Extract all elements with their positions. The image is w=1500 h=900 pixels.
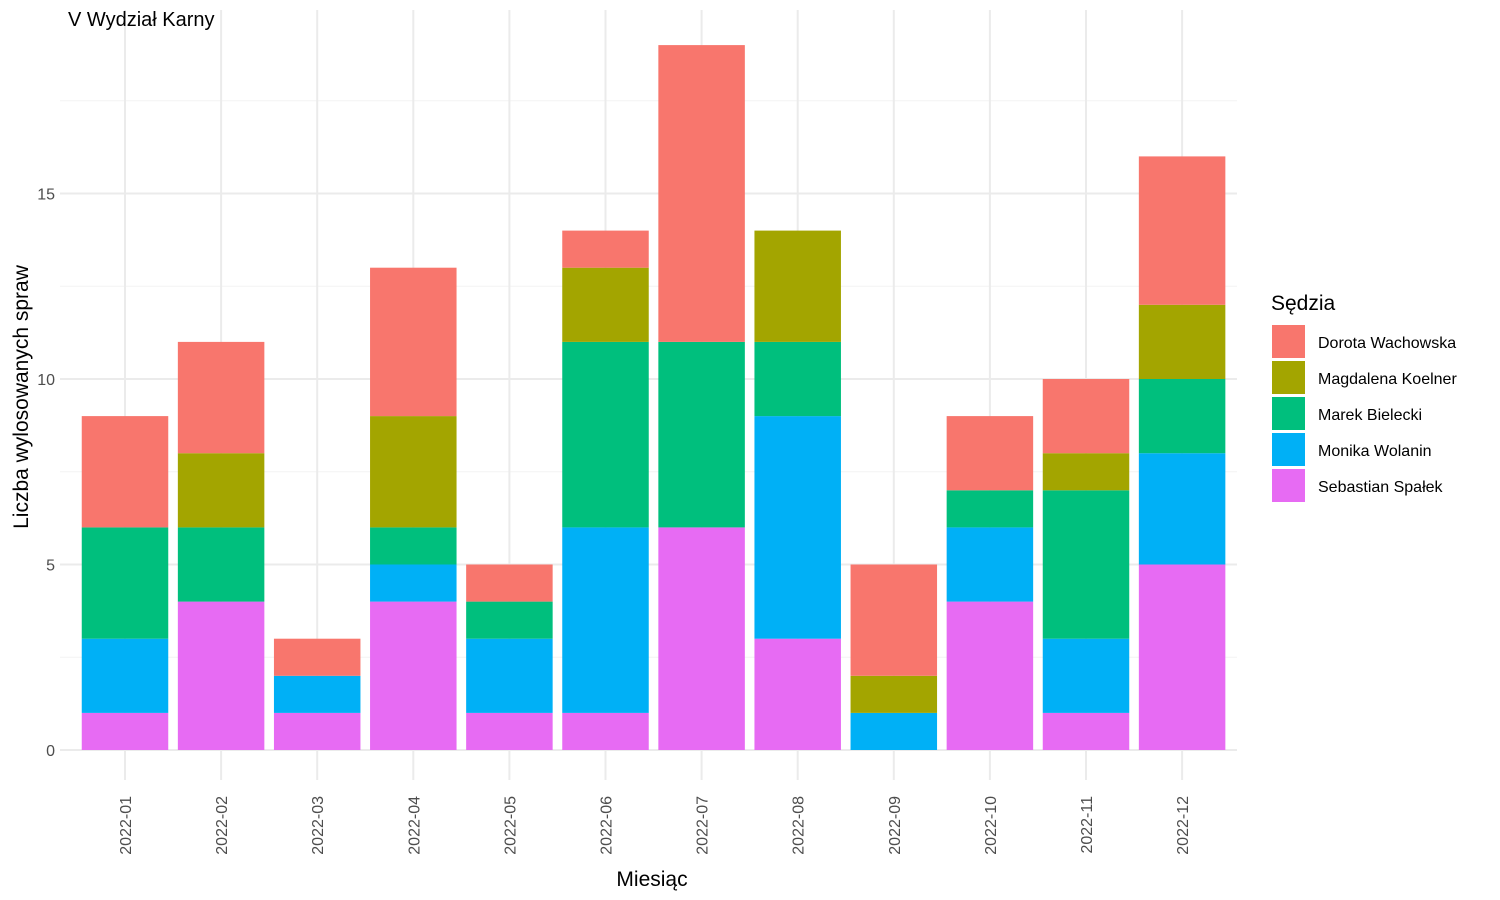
- x-tick-label: 2022-10: [983, 796, 1000, 855]
- bar-segment: [1042, 453, 1130, 491]
- bar-segment: [1042, 712, 1130, 750]
- bar-segment: [177, 527, 265, 602]
- x-tick-label: 2022-05: [502, 796, 519, 855]
- x-tick-label: 2022-03: [310, 796, 327, 855]
- bar-segment: [1042, 638, 1130, 713]
- y-tick-labels: 0 5 10 15: [37, 187, 55, 761]
- bar-segment: [946, 416, 1034, 491]
- x-tick-label: 2022-01: [118, 796, 135, 855]
- bar-segment: [1138, 379, 1226, 454]
- legend-swatch: [1272, 361, 1305, 394]
- y-tick-label: 0: [46, 743, 55, 760]
- y-axis-title: Liczba wylosowanych spraw: [10, 264, 33, 529]
- bar-segment: [946, 527, 1034, 602]
- bar-segment: [273, 675, 361, 713]
- y-tick-label: 15: [37, 187, 55, 204]
- bar-segment: [370, 601, 457, 750]
- bar-segment: [946, 601, 1034, 750]
- x-tick-label: 2022-04: [406, 796, 423, 855]
- x-tick-label: 2022-12: [1175, 796, 1192, 855]
- bar-segment: [658, 45, 745, 342]
- bar-segment: [1138, 564, 1226, 750]
- bar-segment: [370, 527, 457, 565]
- bar-segment: [466, 712, 553, 750]
- bar-segment: [946, 490, 1034, 528]
- bar-segment: [562, 230, 649, 268]
- bars: [81, 45, 1226, 750]
- legend-title: Sędzia: [1271, 292, 1336, 315]
- bar-segment: [1138, 156, 1226, 305]
- bar-segment: [754, 416, 841, 639]
- legend-label: Dorota Wachowska: [1318, 335, 1456, 352]
- bar-segment: [658, 527, 745, 750]
- x-tick-labels: 2022-01 2022-02 2022-03 2022-04 2022-05 2022-…: [118, 796, 1192, 855]
- bar-segment: [370, 267, 457, 417]
- bar-segment: [273, 712, 361, 750]
- bar-segment: [466, 564, 553, 602]
- bar-segment: [273, 638, 361, 676]
- bar-segment: [177, 341, 265, 454]
- bar-segment: [177, 453, 265, 528]
- x-tick-label: 2022-08: [791, 796, 808, 855]
- bar-segment: [850, 564, 938, 676]
- bar-segment: [1042, 490, 1130, 639]
- bar-segment: [81, 416, 169, 528]
- x-tick-label: 2022-07: [695, 796, 712, 855]
- legend-label: Magdalena Koelner: [1318, 371, 1457, 388]
- legend-swatch: [1272, 397, 1305, 430]
- bar-segment: [850, 675, 938, 713]
- bar-segment: [754, 230, 841, 342]
- bar-segment: [466, 601, 553, 639]
- chart-title: V Wydział Karny: [68, 9, 215, 31]
- y-tick-label: 10: [37, 372, 55, 389]
- bar-segment: [370, 564, 457, 602]
- bar-segment: [562, 267, 649, 342]
- x-tick-label: 2022-06: [599, 796, 616, 855]
- x-tick-label: 2022-09: [887, 796, 904, 855]
- bar-segment: [1138, 304, 1226, 379]
- bar-segment: [1042, 379, 1130, 454]
- legend-swatch: [1272, 325, 1305, 358]
- bar-segment: [1138, 453, 1226, 565]
- bar-segment: [562, 527, 649, 713]
- bar-segment: [81, 712, 169, 750]
- x-axis-title: Miesiąc: [616, 868, 687, 891]
- bar-segment: [562, 712, 649, 750]
- y-tick-label: 5: [46, 558, 55, 575]
- legend-swatch: [1272, 433, 1305, 466]
- legend: Sędzia Dorota Wachowska Magdalena Koelner…: [1271, 292, 1457, 502]
- bar-segment: [466, 638, 553, 713]
- bar-segment: [754, 638, 841, 750]
- legend-label: Marek Bielecki: [1318, 407, 1422, 424]
- bar-segment: [658, 341, 745, 528]
- bar-segment: [754, 341, 841, 417]
- bar-segment: [850, 712, 938, 750]
- bar-segment: [562, 341, 649, 528]
- legend-label: Monika Wolanin: [1318, 443, 1432, 460]
- bar-segment: [81, 527, 169, 639]
- bar-segment: [177, 601, 265, 750]
- legend-label: Sebastian Spałek: [1318, 479, 1444, 496]
- x-tick-label: 2022-02: [214, 796, 231, 855]
- legend-swatch: [1272, 469, 1305, 502]
- x-tick-label: 2022-11: [1079, 796, 1096, 854]
- bar-segment: [81, 638, 169, 713]
- bar-segment: [370, 416, 457, 528]
